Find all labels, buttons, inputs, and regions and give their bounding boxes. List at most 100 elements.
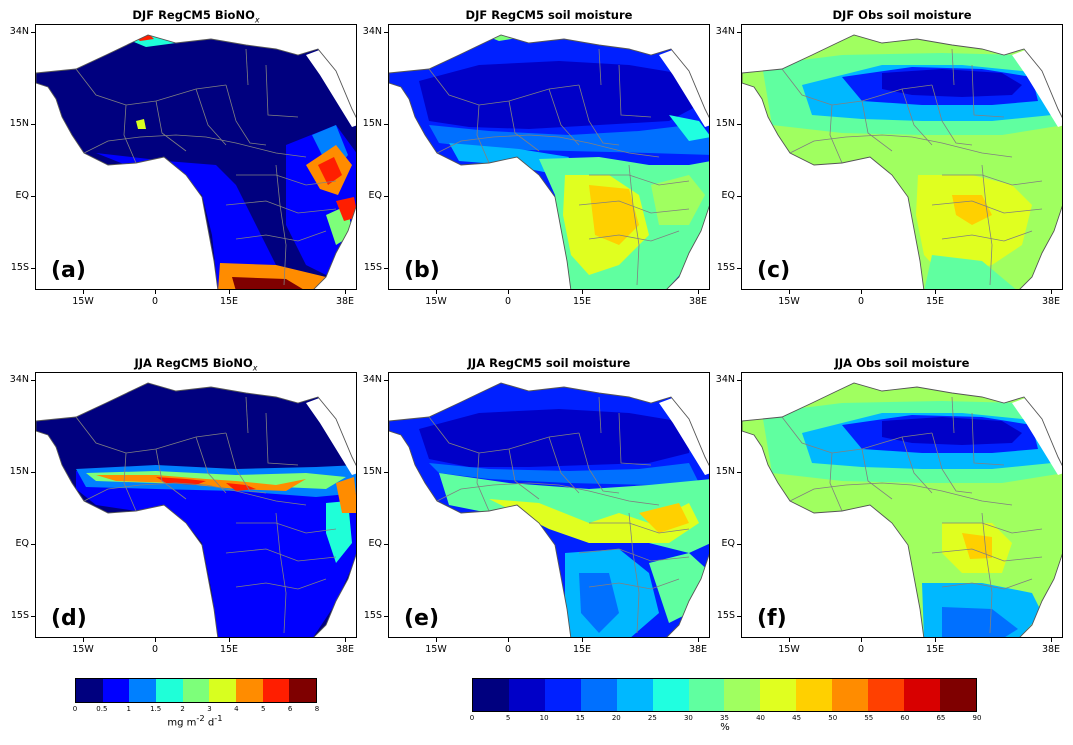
country-border (235, 230, 327, 242)
coastline (389, 382, 709, 637)
colorbar-tick-label: 30 (683, 714, 693, 722)
lat-tick-mark (384, 124, 388, 125)
colorbar-swatch (129, 679, 157, 702)
field-contour (419, 409, 689, 467)
country-border (275, 512, 287, 634)
country-border (951, 48, 955, 86)
colorbar-tick-label: 6 (287, 705, 293, 713)
country-border (225, 200, 337, 214)
country-border (225, 432, 267, 494)
field-contour (579, 573, 619, 633)
lon-tick-mark (508, 638, 509, 642)
panel-label: (a) (51, 258, 86, 283)
colorbar-swatch (473, 679, 509, 711)
country-border (476, 104, 490, 164)
lat-tick-label: 15N (9, 466, 29, 477)
lat-tick-mark (737, 616, 741, 617)
colorbar-tick-label: 5 (260, 705, 266, 713)
country-border (265, 412, 299, 466)
lat-tick-mark (737, 472, 741, 473)
lon-tick-label: 15E (925, 296, 945, 307)
lat-tick-mark (384, 472, 388, 473)
lon-tick-label: 15W (72, 296, 94, 307)
lon-tick-mark (1051, 290, 1052, 294)
lon-tick-mark (698, 290, 699, 294)
lat-tick-label: 34N (9, 374, 29, 385)
lon-tick-mark (229, 638, 230, 642)
lat-tick-label: 15N (362, 466, 382, 477)
colorbar-swatch (760, 679, 797, 711)
bionox-colorbar-unit: mg m-2 d-1 (167, 713, 223, 729)
country-border (628, 164, 640, 286)
lat-tick-mark (31, 544, 35, 545)
panel-title: DJF RegCM5 BioNOx (35, 8, 357, 24)
lat-tick-label: 15N (715, 118, 735, 129)
lon-tick-mark (155, 638, 156, 642)
colorbar-swatch (616, 679, 653, 711)
lon-tick-label: 15W (425, 296, 447, 307)
country-border (508, 448, 540, 500)
lat-tick-mark (31, 616, 35, 617)
country-border (75, 416, 227, 454)
country-border (245, 396, 249, 434)
field-contour (882, 417, 1022, 445)
colorbar-swatch (580, 679, 617, 711)
country-border (245, 48, 249, 86)
lon-tick-label: 38E (335, 296, 355, 307)
country-border (618, 412, 652, 466)
panel-title-text: JJA Obs soil moisture (834, 356, 970, 370)
colorbar-swatch (182, 679, 210, 702)
red-sea (659, 49, 709, 127)
colorbar-tick-label: 0 (72, 705, 78, 713)
lat-tick-label: 34N (362, 26, 382, 37)
panel-title: JJA RegCM5 soil moisture (388, 356, 710, 370)
colorbar-swatch (796, 679, 833, 711)
lat-tick-label: EQ (15, 190, 29, 201)
africa-map (36, 373, 356, 637)
country-border (236, 522, 337, 534)
lon-tick-label: 15E (572, 644, 592, 655)
lat-tick-label: EQ (15, 538, 29, 549)
lon-tick-mark (582, 638, 583, 642)
country-border (83, 482, 307, 506)
country-border (981, 512, 993, 634)
coastline (36, 382, 356, 637)
lon-tick-mark (789, 290, 790, 294)
field-contour (419, 61, 699, 129)
field-contour (336, 197, 356, 221)
colorbar-tick-label: 8 (314, 705, 320, 713)
field-contour (429, 463, 699, 485)
colorbar-tick-label: 35 (720, 714, 729, 722)
lat-tick-mark (384, 544, 388, 545)
lon-tick-mark (229, 290, 230, 294)
country-border (75, 68, 227, 106)
country-border (589, 522, 690, 534)
coastline (742, 34, 1062, 289)
colorbar-tick-label: 0.5 (96, 705, 108, 713)
country-border (225, 548, 337, 562)
lat-tick-label: 15N (9, 118, 29, 129)
country-border (155, 100, 187, 152)
colorbar-tick-label: 15 (575, 714, 585, 722)
colorbar-tick-label: 4 (234, 705, 239, 713)
colorbar-swatch (508, 679, 545, 711)
lon-tick-label: 38E (335, 644, 355, 655)
lon-tick-mark (861, 290, 862, 294)
colorbar-tick-label: 55 (864, 714, 874, 722)
red-sea (1012, 397, 1062, 475)
field-contour (924, 255, 1018, 289)
country-border (942, 522, 1043, 534)
lon-tick-label: 15W (425, 644, 447, 655)
coastline (36, 34, 356, 289)
colorbar-tick-label: 65 (936, 714, 946, 722)
country-border (589, 174, 690, 186)
country-border (578, 84, 620, 146)
country-border (195, 436, 227, 494)
country-border (598, 48, 602, 86)
lon-tick-mark (155, 290, 156, 294)
lat-tick-mark (384, 196, 388, 197)
panel-title-text: JJA RegCM5 BioNO (134, 356, 253, 370)
lat-tick-label: 15S (10, 610, 29, 621)
colorbar-swatch (209, 679, 237, 702)
panel-title: DJF RegCM5 soil moisture (388, 8, 710, 22)
